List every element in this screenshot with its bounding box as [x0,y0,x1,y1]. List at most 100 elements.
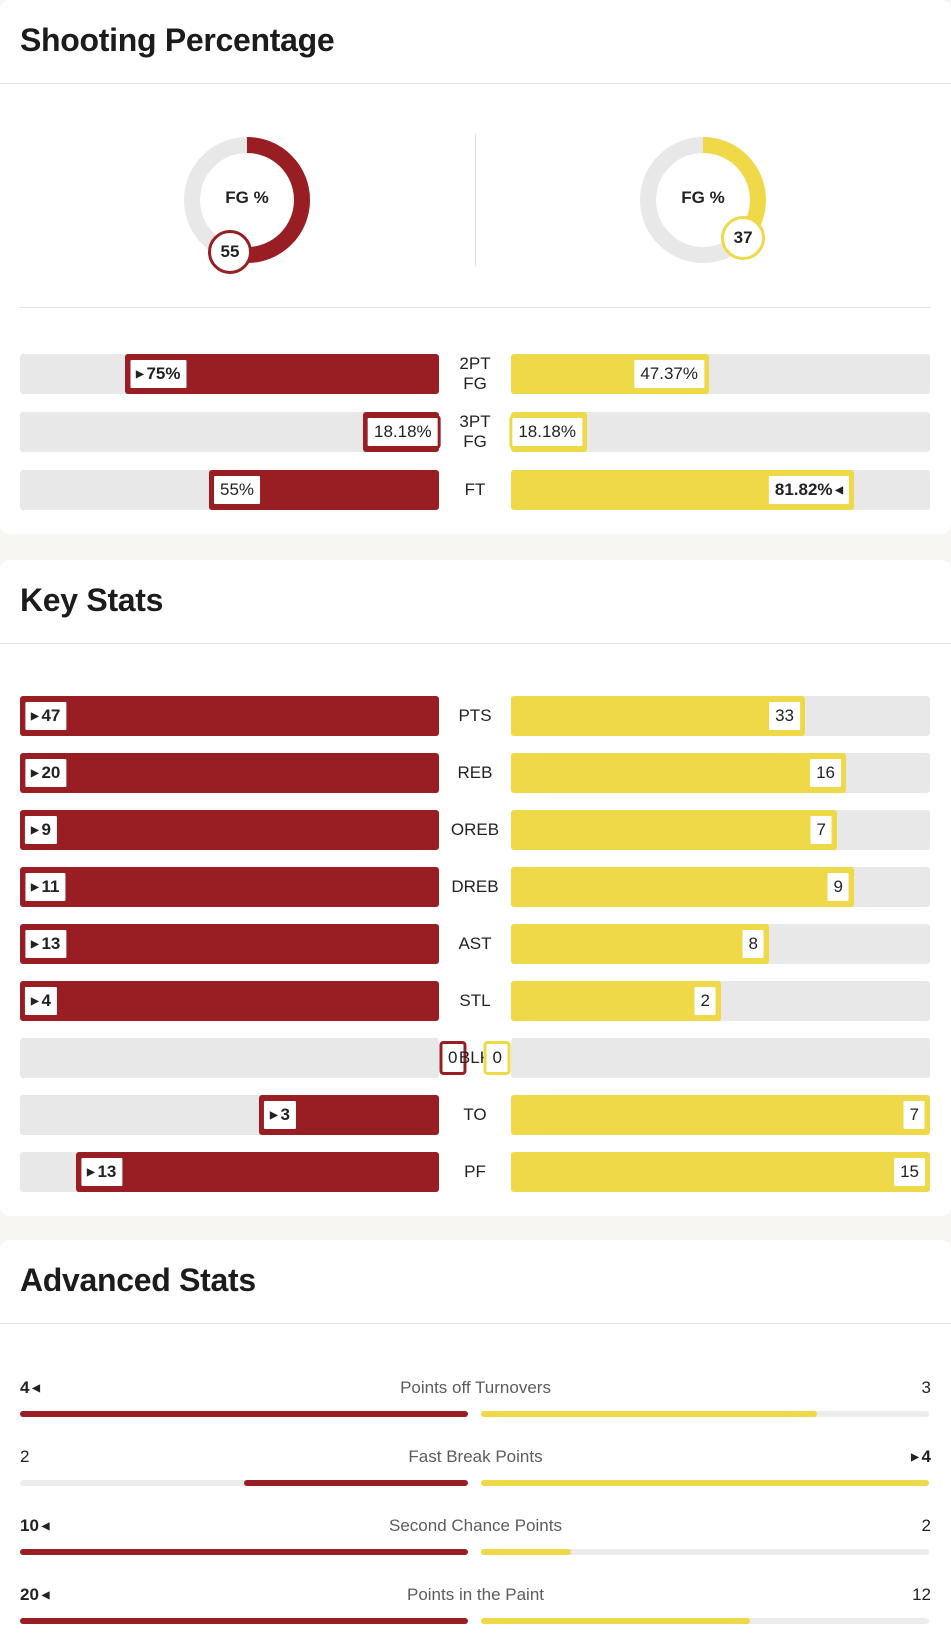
stat-label-line: OREB [450,820,500,839]
stat-label-line: BLK [458,1048,492,1067]
stat-label: Points in the Paint [406,1585,545,1604]
value-text: 13 [41,934,61,953]
value-pill: ▶ 47 [22,699,70,733]
stat-label-line: 2PT [459,354,491,373]
card-header: Advanced Stats [0,1240,951,1324]
right-bar-track: 33 [511,696,930,736]
right-value-text: 12 [912,1585,931,1604]
stat-row: 18.18% 3PT FG 18.18% [0,412,951,452]
value-pill: 18.18% [509,415,585,449]
left-bar-track: 55% [20,470,439,510]
right-bar-track: 15 [511,1152,930,1192]
left-bar-fill [20,867,439,907]
value-pill: ▶ 3 [261,1098,299,1132]
stat-label-line: PTS [458,706,492,725]
value-pill: 8 [739,927,767,961]
stat-label-line: FG [463,432,487,451]
stat-label: FT [439,480,511,500]
right-bar-track: 16 [511,753,930,793]
left-bar-track: 18.18% [20,412,441,452]
value-pill: ▶ 13 [22,927,70,961]
right-bar-fill [511,753,846,793]
value-pill: 0 [439,1041,467,1075]
right-bar-track: 7 [511,810,930,850]
value-pill: 81.82% ◀ [765,473,852,507]
advanced-stats-card: Advanced Stats 4 ◀ Points off Turnovers 3 2… [0,1240,951,1650]
left-bar-track: ▶ 20 [20,753,439,793]
right-bar-fill [481,1480,929,1486]
right-bar-track [481,1411,929,1417]
team-a-fg-donut: FG % 55 [179,132,315,275]
stat-row: ▶ 9 OREB 7 [0,810,951,850]
value-pill: 33 [766,699,803,733]
caret-left-icon: ◀ [832,485,843,496]
stat-label: REB [439,763,511,783]
value-text: 3 [280,1105,290,1124]
left-bar-track [20,1549,468,1555]
value-text: 47.37% [640,364,698,383]
left-bar-track: ▶ 9 [20,810,439,850]
advanced-stat-row: 4 ◀ Points off Turnovers 3 [0,1378,951,1428]
value-text: 47 [41,706,61,725]
value-text: 9 [41,820,51,839]
caret-right-icon: ▶ [31,882,42,893]
left-bar-track: ▶ 11 [20,867,439,907]
right-bar-track: 9 [511,867,930,907]
stat-label: Points off Turnovers [400,1378,551,1397]
right-bar-fill [511,981,721,1021]
stat-row: 55% FT 81.82% ◀ [0,470,951,510]
right-value-text: 4 [921,1447,931,1466]
advanced-stat-row: 20 ◀ Points in the Paint 12 [0,1585,951,1635]
right-value-text: 3 [921,1378,931,1397]
left-bar-fill [20,1549,468,1555]
stat-label: DREB [439,877,511,897]
fg-value-badge: 37 [721,215,766,260]
caret-right-icon: ▶ [87,1167,98,1178]
value-pill: ▶ 9 [22,813,60,847]
card-header: Shooting Percentage [0,0,951,84]
left-bar-track [20,1480,468,1486]
caret-right-icon: ▶ [911,1452,922,1463]
left-value-text: 10 [20,1516,39,1535]
left-bar-fill [20,810,439,850]
value-pill: ▶ 13 [78,1155,126,1189]
right-bar-fill [511,1095,930,1135]
left-bar-fill [20,981,439,1021]
value-text: 20 [41,763,61,782]
value-pill: 0 [483,1041,511,1075]
right-value: ▶ 4 [911,1447,931,1467]
stat-label-line: AST [458,934,492,953]
fg-value: 55 [220,242,240,262]
value-text: 7 [909,1105,919,1124]
value-text: 33 [775,706,794,725]
right-bar-track: 18.18% [509,412,930,452]
stat-label: STL [439,991,511,1011]
value-text: 9 [833,877,843,896]
right-bar-track [481,1480,929,1486]
card-header: Key Stats [0,560,951,644]
stat-row: ▶ 11 DREB 9 [0,867,951,907]
stat-label-line: REB [457,763,493,782]
stat-row: ▶ 4 STL 2 [0,981,951,1021]
value-text: 8 [748,934,758,953]
stat-label-line: FT [464,480,486,499]
stat-row: ▶ 20 REB 16 [0,753,951,793]
stat-label-line: DREB [451,877,499,896]
caret-right-icon: ▶ [31,711,42,722]
right-bar-track [481,1549,929,1555]
stat-row: ▶ 13 AST 8 [0,924,951,964]
caret-right-icon: ▶ [270,1110,281,1121]
left-value-text: 20 [20,1585,39,1604]
value-pill: 15 [891,1155,928,1189]
left-bar-fill [20,1411,468,1417]
left-value-text: 2 [20,1447,30,1466]
value-text: 0 [492,1048,502,1067]
advanced-stat-row: 10 ◀ Second Chance Points 2 [0,1516,951,1566]
right-bar-fill [481,1618,750,1624]
value-text: 55% [220,480,255,499]
caret-right-icon: ▶ [31,768,42,779]
value-text: 75% [146,364,181,383]
value-pill: 47.37% [631,357,707,391]
value-text: 81.82% [774,480,833,499]
right-bar-track: 2 [511,981,930,1021]
